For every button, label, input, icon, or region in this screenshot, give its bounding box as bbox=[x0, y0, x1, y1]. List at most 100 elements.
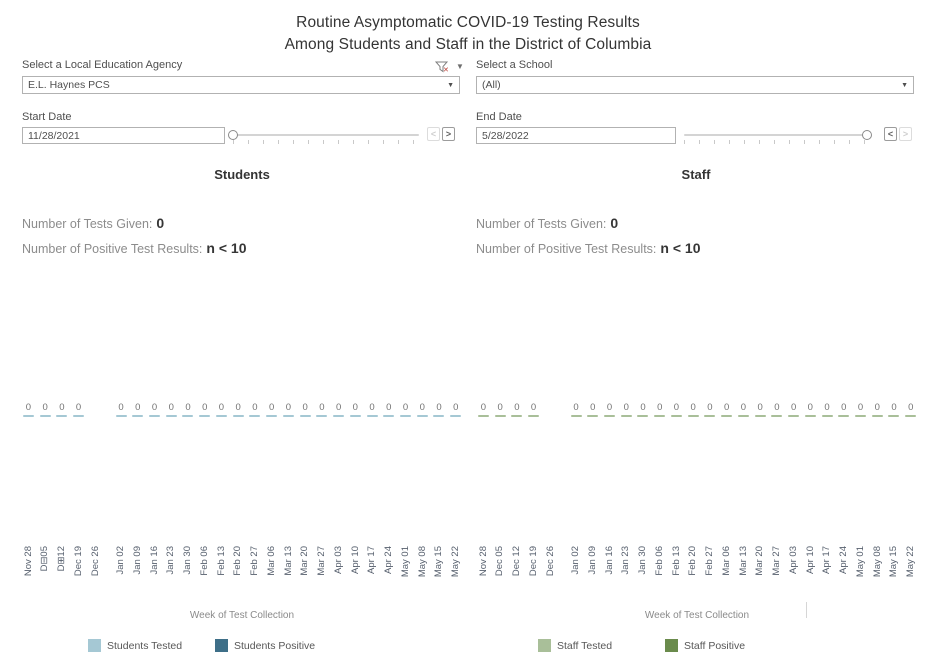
bar-slot[interactable]: 0 bbox=[584, 402, 601, 418]
bar-slot[interactable]: 0 bbox=[263, 402, 280, 418]
bar-value-label[interactable]: 0 bbox=[168, 402, 174, 413]
school-dropdown[interactable]: (All) ▼ bbox=[476, 76, 914, 94]
zero-height-bar[interactable] bbox=[905, 415, 917, 418]
bar-slot[interactable]: 0 bbox=[330, 402, 347, 418]
filter-menu-caret-icon[interactable]: ▼ bbox=[456, 62, 464, 71]
zero-height-bar[interactable] bbox=[383, 415, 395, 418]
x-axis-label[interactable]: Apr 24 bbox=[383, 546, 395, 574]
x-axis-label[interactable]: Mar 06 bbox=[265, 546, 277, 576]
bar-slot[interactable]: 0 bbox=[146, 402, 163, 418]
bar-value-label[interactable]: 0 bbox=[42, 402, 48, 413]
bar-value-label[interactable]: 0 bbox=[824, 402, 830, 413]
x-axis-label[interactable]: Feb 06 bbox=[198, 546, 210, 576]
bar-value-label[interactable]: 0 bbox=[623, 402, 629, 413]
x-axis-label[interactable]: Jan 30 bbox=[637, 546, 649, 575]
bar-slot[interactable]: 0 bbox=[718, 402, 735, 418]
bar-value-label[interactable]: 0 bbox=[419, 402, 425, 413]
x-axis-label[interactable]: May 01 bbox=[399, 546, 411, 578]
x-axis-label[interactable]: Mar 27 bbox=[316, 546, 328, 576]
zero-height-bar[interactable] bbox=[570, 415, 582, 418]
bar-value-label[interactable]: 0 bbox=[790, 402, 797, 413]
x-axis-label[interactable]: Jan 09 bbox=[587, 546, 599, 575]
filter-clear-x-icon[interactable]: ✕ bbox=[443, 67, 449, 74]
bar-slot[interactable]: 0 bbox=[364, 402, 381, 418]
zero-height-bar[interactable] bbox=[266, 415, 278, 418]
x-axis-label[interactable]: Mar 20 bbox=[299, 546, 311, 576]
zero-height-bar[interactable] bbox=[654, 415, 666, 418]
zero-height-bar[interactable] bbox=[333, 415, 345, 418]
chevron-down-icon[interactable]: ▼ bbox=[901, 82, 908, 89]
zero-height-bar[interactable] bbox=[232, 415, 244, 418]
bar-slot[interactable]: 0 bbox=[702, 402, 719, 418]
zero-height-bar[interactable] bbox=[528, 415, 540, 418]
x-axis-label[interactable]: Jan 09 bbox=[132, 546, 144, 575]
x-axis-label[interactable]: Mar 27 bbox=[771, 546, 783, 576]
bar-value-label[interactable]: 0 bbox=[908, 402, 914, 413]
bar-value-label[interactable]: 0 bbox=[135, 402, 141, 413]
bar-value-label[interactable]: 0 bbox=[302, 402, 308, 413]
x-axis-label[interactable]: Mar 13 bbox=[282, 546, 294, 576]
x-axis-label[interactable]: Apr 10 bbox=[804, 546, 816, 574]
chevron-down-icon[interactable]: ▼ bbox=[447, 82, 454, 89]
zero-height-bar[interactable] bbox=[366, 415, 378, 418]
bar-value-label[interactable]: 0 bbox=[891, 402, 897, 413]
bar-slot[interactable]: 0 bbox=[180, 402, 197, 418]
zero-height-bar[interactable] bbox=[721, 415, 733, 418]
bar-slot[interactable]: 0 bbox=[213, 402, 230, 418]
bar-slot[interactable]: 0 bbox=[431, 402, 448, 418]
zero-height-bar[interactable] bbox=[450, 415, 462, 418]
legend-item-staff-tested[interactable]: Staff Tested bbox=[538, 639, 612, 652]
zero-height-bar[interactable] bbox=[149, 415, 160, 418]
zero-height-bar[interactable] bbox=[511, 415, 523, 418]
bar-value-label[interactable]: 0 bbox=[386, 402, 392, 413]
x-axis-label[interactable]: May 22 bbox=[449, 546, 461, 578]
bar-value-label[interactable]: 0 bbox=[707, 402, 713, 413]
bar-slot[interactable]: 0 bbox=[397, 402, 414, 418]
x-axis-label[interactable]: Jan 30 bbox=[182, 546, 194, 575]
bar-value-label[interactable]: 0 bbox=[673, 402, 680, 413]
x-axis-label[interactable]: Dec 26 bbox=[89, 546, 101, 577]
zero-height-bar[interactable] bbox=[804, 415, 816, 418]
end-date-slider-handle[interactable] bbox=[862, 130, 872, 140]
zero-height-bar[interactable] bbox=[754, 415, 766, 418]
bar-value-label[interactable]: 0 bbox=[75, 402, 82, 413]
zero-height-bar[interactable] bbox=[182, 415, 194, 418]
x-axis-label[interactable]: Dec 12 bbox=[511, 546, 523, 577]
zero-height-bar[interactable] bbox=[400, 415, 412, 418]
bar-slot[interactable] bbox=[542, 402, 559, 417]
legend-item-students-positive[interactable]: Students Positive bbox=[215, 639, 315, 652]
x-axis-label[interactable]: Feb 27 bbox=[704, 546, 716, 576]
bar-slot[interactable]: 0 bbox=[113, 402, 130, 418]
bar-value-label[interactable]: 0 bbox=[480, 402, 487, 413]
end-date-step-forward-button[interactable]: > bbox=[899, 127, 912, 141]
x-axis-label[interactable]: Feb 20 bbox=[687, 546, 699, 576]
bar-slot[interactable]: 0 bbox=[70, 402, 87, 418]
x-axis-label[interactable]: May 15 bbox=[888, 546, 900, 578]
start-date-step-forward-button[interactable]: > bbox=[442, 127, 455, 141]
zero-height-bar[interactable] bbox=[22, 415, 34, 418]
zero-height-bar[interactable] bbox=[39, 415, 51, 418]
bar-value-label[interactable]: 0 bbox=[724, 402, 730, 413]
zero-height-bar[interactable] bbox=[670, 415, 682, 418]
bar-slot[interactable] bbox=[87, 402, 104, 417]
bar-slot[interactable]: 0 bbox=[869, 402, 886, 418]
x-axis-label[interactable]: May 15 bbox=[433, 546, 445, 578]
bar-slot[interactable]: 0 bbox=[525, 402, 542, 418]
bar-value-label[interactable]: 0 bbox=[319, 402, 325, 413]
x-axis-label[interactable]: D⊞12 bbox=[56, 546, 68, 572]
start-date-slider-handle[interactable] bbox=[228, 130, 238, 140]
x-axis-label[interactable]: Feb 27 bbox=[249, 546, 261, 576]
zero-height-bar[interactable] bbox=[165, 415, 177, 418]
bar-value-label[interactable]: 0 bbox=[606, 402, 613, 413]
zero-height-bar[interactable] bbox=[637, 415, 649, 418]
bar-slot[interactable]: 0 bbox=[568, 402, 585, 418]
bar-value-label[interactable]: 0 bbox=[335, 402, 342, 413]
x-axis-label[interactable]: May 08 bbox=[871, 546, 883, 578]
bar-value-label[interactable]: 0 bbox=[857, 402, 864, 413]
x-axis-label[interactable]: Apr 24 bbox=[838, 546, 850, 574]
zero-height-bar[interactable] bbox=[299, 415, 311, 418]
zero-height-bar[interactable] bbox=[838, 415, 850, 418]
zero-height-bar[interactable] bbox=[620, 415, 632, 418]
end-date-step-back-button[interactable]: < bbox=[884, 127, 897, 141]
bar-value-label[interactable]: 0 bbox=[285, 402, 292, 413]
